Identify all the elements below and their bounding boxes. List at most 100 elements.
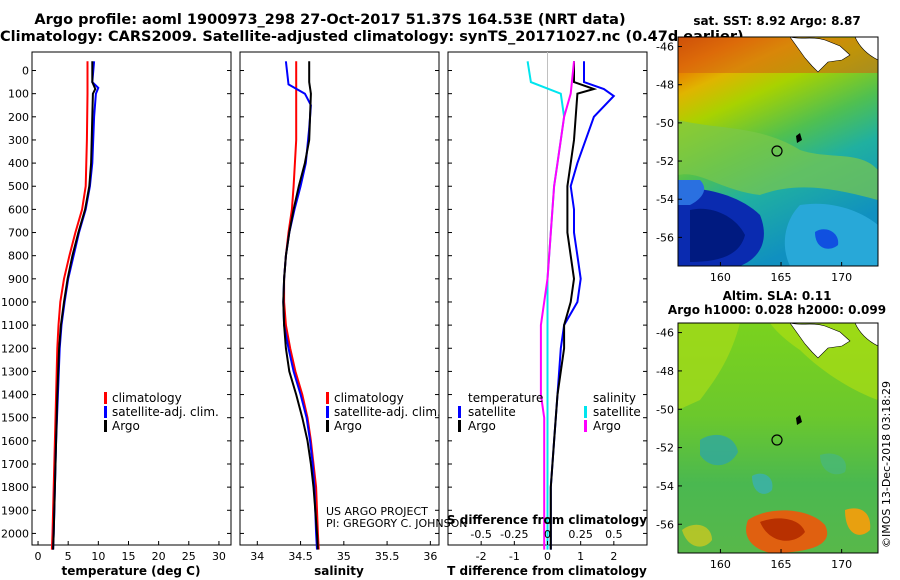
x-tick-label-s: 0.5	[605, 528, 623, 541]
x-tick-label: 2	[610, 550, 617, 563]
project-annotation: US ARGO PROJECT	[326, 505, 428, 518]
legend-swatch-s-argo	[584, 420, 587, 432]
y-tick-label: 0	[22, 65, 29, 78]
legend-swatch-argo	[326, 420, 329, 432]
difference-legend: temperature satellite Argo salinity sate…	[458, 391, 641, 433]
map-tick-labels: 160 165 170 -46 -48 -50 -52 -54 -56 160 165 170 -46 -…	[656, 41, 852, 571]
legend-swatch-satellite	[326, 406, 329, 418]
sst-map-title: sat. SST: 8.92 Argo: 8.87	[693, 14, 860, 28]
sla-map	[678, 323, 878, 553]
x-tick-label-s: -0.25	[500, 528, 528, 541]
salinity-axes	[239, 51, 440, 546]
map-y-tick-label: -54	[656, 480, 674, 493]
x-tick-label: -1	[509, 550, 520, 563]
y-tick-label: 900	[8, 273, 29, 286]
series-line-argo	[282, 61, 319, 550]
axis-ticks: 0100200300400500600700800900100011001200…	[1, 65, 647, 563]
y-tick-label: 500	[8, 180, 29, 193]
map-y-tick-label: -52	[656, 155, 674, 168]
imos-watermark: ©IMOS 13-Dec-2018 03:18:29	[880, 381, 893, 548]
legend-label-satellite: satellite-adj. clim.	[112, 405, 219, 419]
legend-label-s-satellite: satellite	[593, 405, 641, 419]
sla-map-title: Altim. SLA: 0.11	[723, 289, 832, 303]
legend-swatch-s-satellite	[584, 406, 587, 418]
salinity-xlabel: salinity	[314, 564, 364, 578]
map-y-tick-label: -50	[656, 403, 674, 416]
temperature-xlabel: temperature (deg C)	[62, 564, 201, 578]
y-tick-label: 1200	[1, 342, 29, 355]
x-tick-label-s: 0.25	[568, 528, 593, 541]
temperature-legend: climatology satellite-adj. clim. Argo	[104, 391, 219, 433]
float-location-marker	[771, 145, 783, 157]
x-tick-label: 0	[35, 550, 42, 563]
legend-label-argo: Argo	[334, 419, 362, 433]
y-tick-label: 800	[8, 250, 29, 263]
y-tick-label: 200	[8, 111, 29, 124]
series-line-argo	[52, 61, 97, 550]
x-tick-label: 10	[91, 550, 105, 563]
legend-label-argo: Argo	[112, 419, 140, 433]
y-tick-label: 300	[8, 134, 29, 147]
chart-title-line2: Climatology: CARS2009. Satellite-adjuste…	[0, 29, 744, 45]
legend-swatch-t-argo	[458, 420, 461, 432]
map-x-tick-label: 165	[771, 558, 792, 571]
y-tick-label: 1500	[1, 412, 29, 425]
y-tick-label: 1900	[1, 504, 29, 517]
legend-label-s-argo: Argo	[593, 419, 621, 433]
y-tick-label: 1800	[1, 481, 29, 494]
float-location-marker	[771, 434, 783, 446]
legend-swatch-t-satellite	[458, 406, 461, 418]
sla-map-frame	[677, 322, 879, 554]
map-y-tick-label: -56	[656, 518, 674, 531]
y-tick-label: 700	[8, 227, 29, 240]
x-tick-label: 1	[577, 550, 584, 563]
x-tick-label: 35	[337, 550, 351, 563]
profile-curves	[50, 61, 616, 550]
chart-title-line1: Argo profile: aoml 1900973_298 27-Oct-20…	[34, 12, 626, 28]
legend-label-satellite: satellite-adj. clim.	[334, 405, 441, 419]
map-y-tick-label: -48	[656, 79, 674, 92]
series-line-t-argo	[549, 61, 598, 550]
y-tick-label: 2000	[1, 527, 29, 540]
x-tick-label: 5	[65, 550, 72, 563]
map-x-tick-label: 160	[710, 558, 731, 571]
map-x-tick-label: 160	[710, 271, 731, 284]
map-x-tick-label: 165	[771, 271, 792, 284]
x-tick-label: 15	[121, 550, 135, 563]
x-tick-label-s: 0	[544, 528, 551, 541]
legend-label-climatology: climatology	[112, 391, 182, 405]
x-tick-label: 34.5	[288, 550, 313, 563]
y-tick-label: 1700	[1, 458, 29, 471]
map-y-tick-label: -52	[656, 442, 674, 455]
series-line-climatology	[50, 61, 89, 550]
salinity-legend: climatology satellite-adj. clim. Argo	[326, 391, 441, 433]
y-tick-label: 1300	[1, 365, 29, 378]
x-tick-label: -2	[476, 550, 487, 563]
y-tick-label: 100	[8, 88, 29, 101]
x-tick-label-s: -0.5	[470, 528, 491, 541]
legend-swatch-satellite	[104, 406, 107, 418]
legend-title-temperature: temperature	[468, 391, 543, 405]
map-y-tick-label: -48	[656, 365, 674, 378]
x-tick-label: 30	[212, 550, 226, 563]
y-tick-label: 1400	[1, 389, 29, 402]
y-tick-label: 1100	[1, 319, 29, 332]
map-y-tick-label: -54	[656, 193, 674, 206]
sst-map-frame	[677, 36, 879, 267]
map-y-tick-label: -46	[656, 327, 674, 340]
x-tick-label: 25	[182, 550, 196, 563]
x-tick-label: 20	[152, 550, 166, 563]
sst-map	[678, 37, 878, 266]
legend-label-t-satellite: satellite	[468, 405, 516, 419]
x-tick-label: 34	[250, 550, 264, 563]
legend-title-salinity: salinity	[593, 391, 636, 405]
map-x-tick-label: 170	[831, 558, 852, 571]
legend-swatch-climatology	[326, 392, 329, 404]
legend-label-t-argo: Argo	[468, 419, 496, 433]
legend-swatch-argo	[104, 420, 107, 432]
legend-label-climatology: climatology	[334, 391, 404, 405]
s-difference-xlabel: S difference from climatology	[447, 513, 647, 527]
legend-swatch-climatology	[104, 392, 107, 404]
pi-annotation: PI: GREGORY C. JOHNSON	[326, 517, 467, 530]
